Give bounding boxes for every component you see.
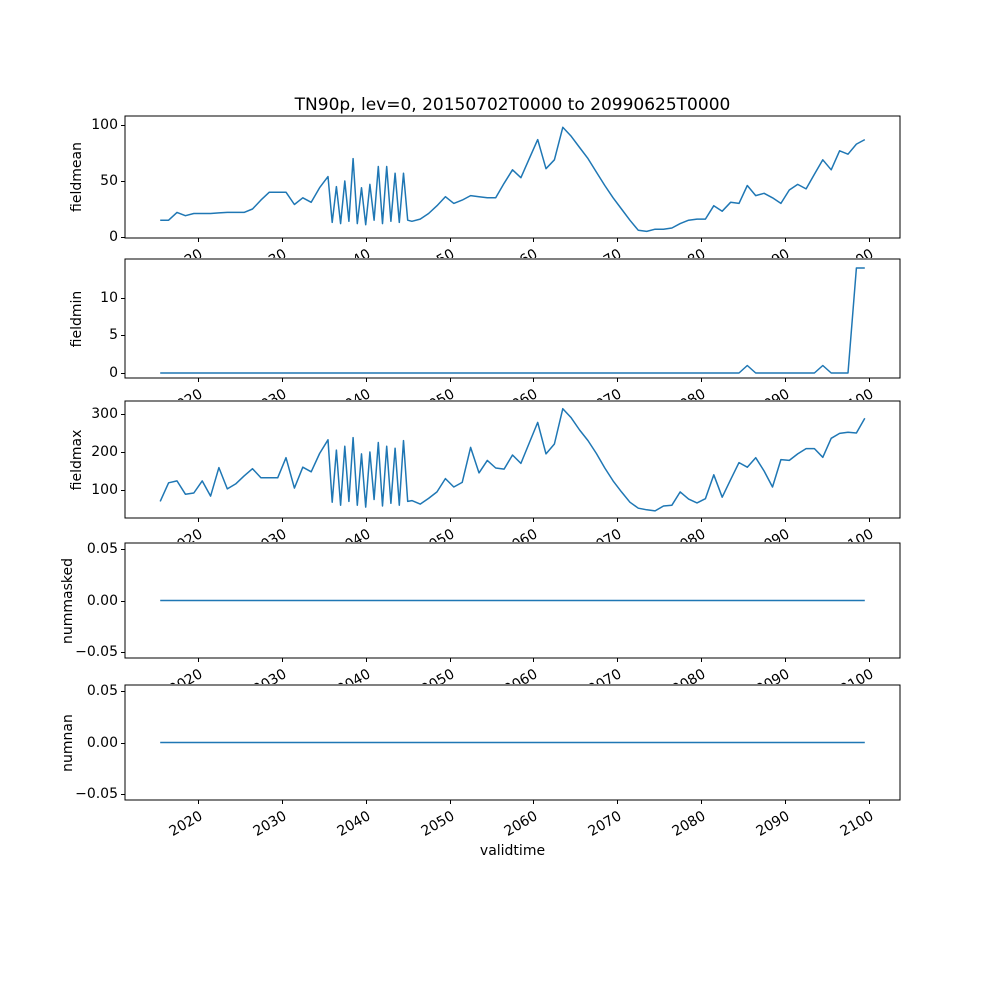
axes-frame-fieldmean xyxy=(124,115,901,239)
figure-title: TN90p, lev=0, 20150702T0000 to 20990625T… xyxy=(294,95,731,115)
series-line-fieldmean xyxy=(160,126,866,233)
axes-frame-fieldmin xyxy=(124,258,901,379)
axes-frame-numnan xyxy=(124,684,901,801)
series-line-fieldmax xyxy=(159,407,866,512)
axes-frame-nummasked xyxy=(124,542,901,659)
x-axis-label: validtime xyxy=(479,843,546,859)
axes-frame-fieldmax xyxy=(124,400,901,519)
series-line-fieldmin xyxy=(160,267,865,374)
